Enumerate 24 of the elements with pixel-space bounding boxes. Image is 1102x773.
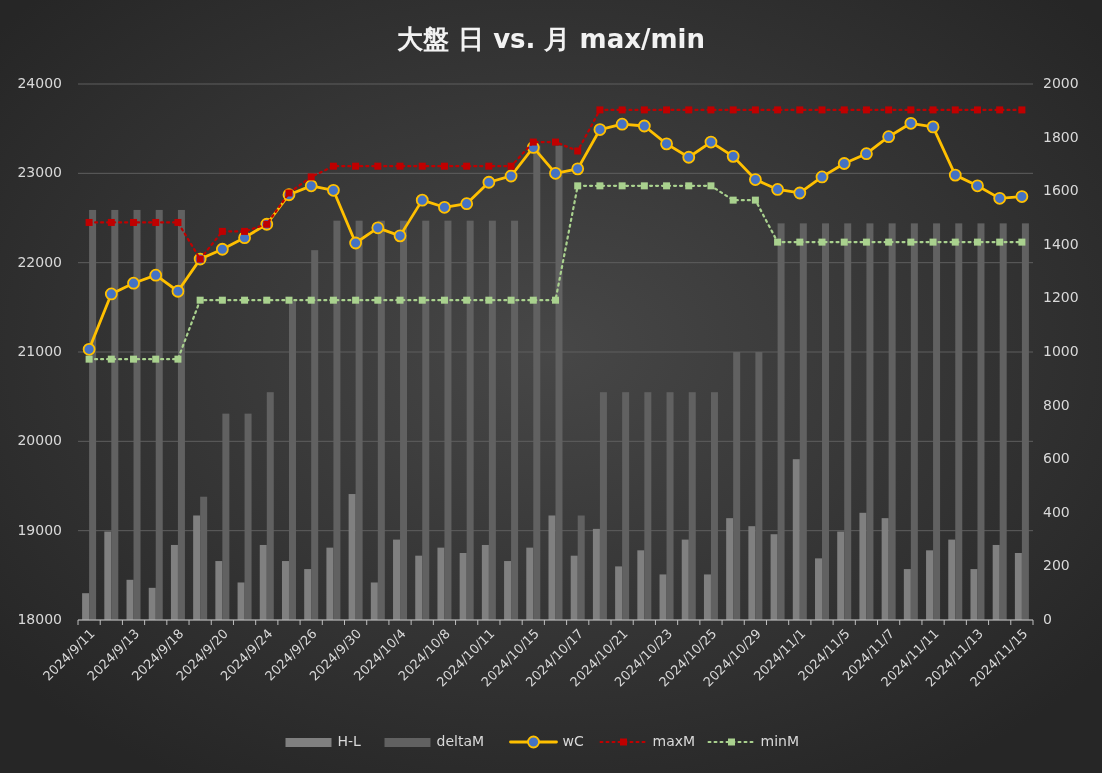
legend-label: deltaM: [436, 733, 485, 749]
y-tick-label: 23000: [17, 164, 62, 181]
y2-tick-label: 1600: [1043, 182, 1079, 199]
legend-label: wC: [562, 733, 584, 749]
y-tick-label: 21000: [17, 343, 62, 359]
chart-title: 大盤 日 vs. 月 max/min: [397, 24, 705, 54]
y2-tick-label: 1000: [1043, 343, 1079, 359]
y-tick-label: 18000: [17, 611, 62, 627]
legend-label: H-L: [337, 733, 362, 749]
legend-label: maxM: [652, 733, 696, 749]
y2-tick-label: 1400: [1043, 235, 1079, 252]
y2-tick-label: 600: [1043, 450, 1070, 467]
legend-label: minM: [760, 733, 799, 749]
y-tick-label: 19000: [17, 521, 62, 538]
y-tick-label: 24000: [17, 75, 62, 91]
y2-tick-label: 0: [1043, 611, 1052, 627]
y-tick-label: 20000: [17, 432, 62, 449]
y2-tick-label: 1200: [1043, 289, 1079, 306]
y2-tick-label: 1800: [1043, 128, 1079, 145]
y2-tick-label: 400: [1043, 503, 1070, 520]
y-tick-label: 22000: [17, 253, 62, 270]
y2-tick-label: 2000: [1043, 75, 1079, 91]
y2-tick-label: 800: [1043, 396, 1070, 413]
y2-tick-label: 200: [1043, 557, 1070, 574]
